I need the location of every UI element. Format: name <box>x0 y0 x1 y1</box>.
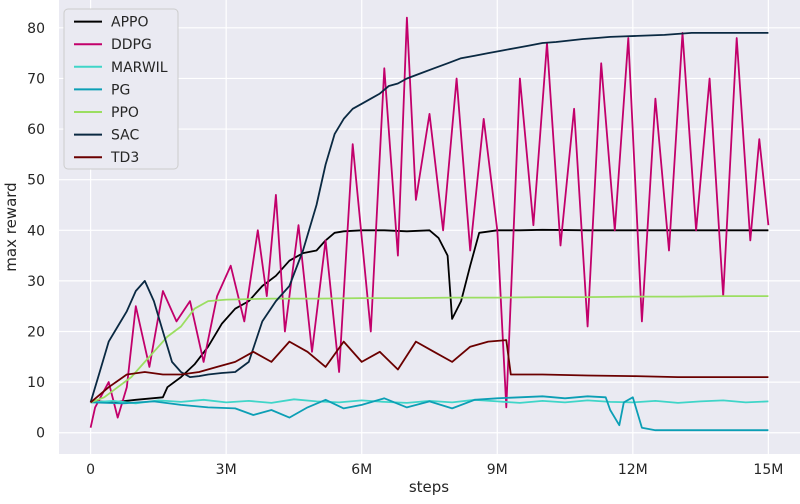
y-tick-label: 60 <box>27 122 45 138</box>
legend-label: PPO <box>111 105 139 121</box>
legend-label: SAC <box>111 128 139 144</box>
y-tick-label: 80 <box>27 21 45 37</box>
x-tick-label: 12M <box>618 462 648 478</box>
series-line-pg <box>90 395 769 432</box>
series-lines <box>89 16 770 432</box>
series-line-appo <box>90 228 769 404</box>
series-line-sac <box>89 32 769 403</box>
x-tick-label: 0 <box>86 462 95 478</box>
x-tick-label: 3M <box>216 462 237 478</box>
legend-label: TD3 <box>110 150 139 166</box>
series-line-td3 <box>90 339 769 404</box>
y-axis-ticks: 0 10 20 30 40 50 60 70 80 <box>27 21 45 442</box>
plot-background <box>59 0 800 454</box>
legend-label: PG <box>111 82 130 98</box>
x-axis-label: steps <box>409 478 449 496</box>
x-tick-label: 15M <box>753 462 783 478</box>
series-line-ddpg <box>89 16 770 428</box>
y-tick-label: 10 <box>27 375 45 391</box>
legend-label: MARWIL <box>111 60 168 76</box>
y-tick-label: 50 <box>27 173 45 189</box>
grid-lines <box>59 0 800 454</box>
x-axis-ticks: 0 3M 6M 9M 12M 15M <box>86 462 783 478</box>
x-tick-label: 9M <box>487 462 508 478</box>
legend-frame <box>63 8 179 170</box>
y-tick-label: 20 <box>27 325 45 341</box>
legend-label: DDPG <box>111 37 152 53</box>
legend: APPO DDPG MARWIL PG PPO SAC TD3 <box>63 8 179 170</box>
y-tick-label: 70 <box>27 71 45 87</box>
y-tick-label: 30 <box>27 274 45 290</box>
x-tick-label: 6M <box>351 462 372 478</box>
y-axis-label: max reward <box>2 182 20 271</box>
series-line-ppo <box>90 295 769 404</box>
y-tick-label: 0 <box>36 426 45 442</box>
y-tick-label: 40 <box>27 223 45 239</box>
legend-label: APPO <box>111 15 148 31</box>
